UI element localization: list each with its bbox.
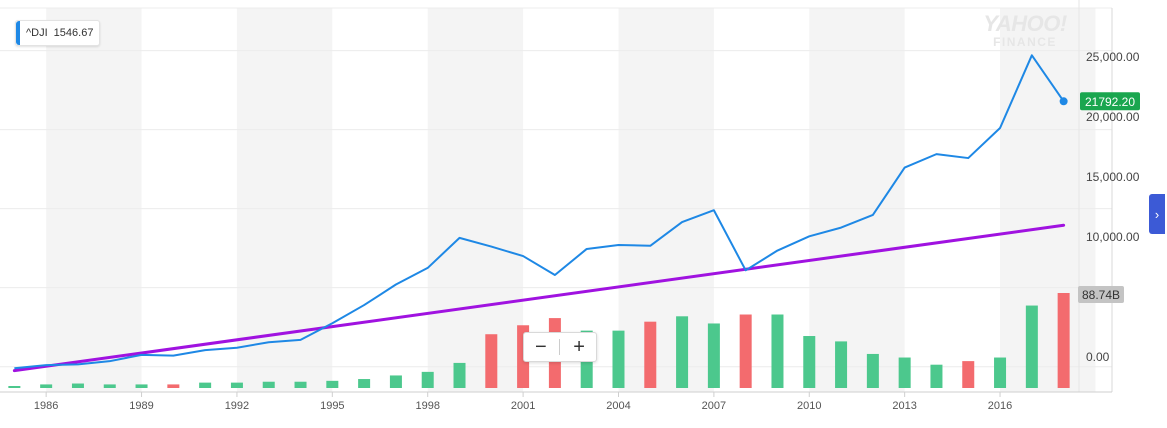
year-band	[618, 8, 714, 392]
volume-bar	[389, 375, 402, 388]
y-tick-label: 15,000.00	[1086, 170, 1140, 184]
volume-bar	[167, 384, 180, 388]
volume-bar	[930, 364, 943, 388]
volume-bar	[71, 383, 84, 388]
volume-bar	[612, 330, 625, 388]
volume-bar	[8, 386, 21, 388]
x-tick-label: 2001	[511, 400, 535, 412]
badges: 21792.20 88.74B	[1078, 92, 1140, 303]
legend-value: 1546.67	[53, 27, 94, 39]
volume-bar	[262, 381, 275, 388]
series-legend[interactable]: ^DJI 1546.67	[15, 20, 101, 46]
x-tick-label: 2016	[988, 400, 1012, 412]
chevron-right-icon: ›	[1154, 206, 1160, 222]
y-tick-label: 0.00	[1086, 350, 1110, 364]
volume-bar	[1057, 293, 1070, 388]
x-tick-label: 2007	[702, 400, 726, 412]
yahoo-finance-watermark: YAHOO! FINANCE	[980, 11, 1070, 50]
x-axis-ticks: 1986 1989 1992 1995 1998 2001 2004 2007 2010 2013…	[34, 392, 1012, 412]
volume-bar	[294, 381, 307, 388]
volume-bar	[199, 382, 212, 388]
legend-color-swatch	[16, 21, 20, 45]
x-tick-label: 1995	[320, 400, 344, 412]
trendline-group	[12, 223, 1066, 373]
volume-bar	[803, 336, 816, 388]
volume-bar	[326, 380, 339, 388]
volume-bar	[1025, 305, 1038, 388]
year-bands	[46, 8, 1096, 392]
y-tick-label: 20,000.00	[1086, 110, 1140, 124]
volume-bar	[771, 314, 784, 388]
year-band	[46, 8, 142, 392]
grid-lines	[0, 7, 1112, 368]
x-tick-label: 2004	[606, 400, 630, 412]
last-price-dot	[1059, 97, 1068, 106]
x-tick-label: 2010	[797, 400, 821, 412]
watermark-line2: FINANCE	[993, 35, 1057, 49]
volume-bar	[962, 361, 975, 388]
volume-bar	[358, 379, 371, 388]
y-tick-label: 10,000.00	[1086, 230, 1140, 244]
x-tick-label: 1989	[129, 400, 153, 412]
x-tick-label: 2013	[892, 400, 916, 412]
price-line-group	[14, 54, 1068, 370]
zoom-out-button[interactable]: −	[534, 336, 547, 358]
volume-bar	[230, 382, 243, 388]
last-value-text: 21792.20	[1085, 95, 1135, 109]
volume-bar	[835, 341, 848, 388]
last-value-badge	[1080, 92, 1140, 111]
volume-bar	[898, 357, 911, 388]
x-tick-label: 1998	[415, 400, 439, 412]
volume-bar	[103, 384, 116, 388]
volume-badge	[1078, 286, 1124, 303]
price-line[interactable]	[14, 54, 1065, 370]
volume-bar	[40, 384, 53, 388]
expand-panel-button[interactable]: ›	[1149, 194, 1165, 234]
volume-bar	[485, 334, 498, 388]
legend-symbol: ^DJI	[26, 27, 48, 39]
volume-bar	[739, 314, 752, 388]
volume-badge-text: 88.74B	[1082, 288, 1120, 302]
year-band	[809, 8, 905, 392]
volume-bar	[866, 353, 879, 388]
trendline[interactable]	[12, 223, 1066, 373]
zoom-separator	[559, 339, 561, 355]
volume-bar	[135, 384, 148, 388]
volume-bar	[644, 321, 657, 388]
volume-bar	[421, 371, 434, 388]
x-tick-label: 1992	[225, 400, 249, 412]
zoom-in-button[interactable]: +	[573, 336, 585, 358]
x-tick-label: 1986	[34, 400, 58, 412]
volume-bar	[707, 323, 720, 388]
volume-bar	[676, 316, 689, 388]
year-band	[427, 8, 524, 392]
volume-bar	[453, 362, 466, 388]
y-tick-label: 25,000.00	[1086, 50, 1140, 64]
watermark-line1: YAHOO!	[983, 11, 1067, 36]
year-band	[1000, 8, 1096, 392]
volume-bar	[994, 357, 1007, 388]
zoom-control: − +	[523, 332, 597, 362]
